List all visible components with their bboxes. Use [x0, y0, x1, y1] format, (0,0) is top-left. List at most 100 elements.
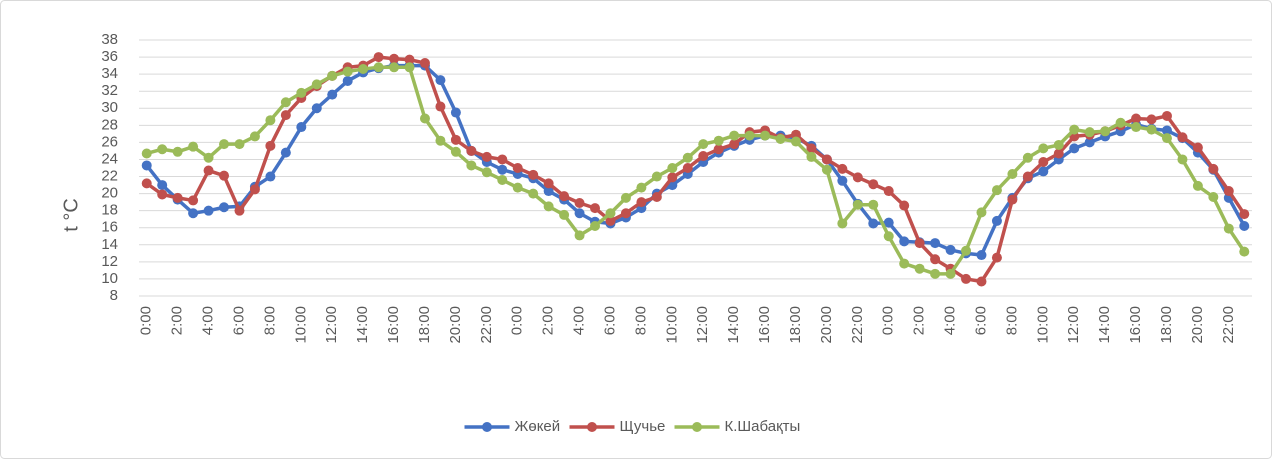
x-tick-label: 10:00	[663, 306, 680, 344]
x-tick-label: 8:00	[632, 306, 649, 335]
x-tick-label: 4:00	[942, 306, 959, 335]
data-point	[837, 163, 848, 174]
x-tick-label: 6:00	[972, 306, 989, 335]
data-point	[698, 151, 709, 162]
data-point	[667, 163, 678, 173]
data-point	[203, 165, 214, 176]
data-point	[930, 254, 941, 265]
data-point	[930, 238, 941, 249]
x-tick-label: 8:00	[1003, 306, 1020, 335]
data-point	[899, 236, 910, 247]
data-point	[1069, 124, 1080, 135]
data-point	[389, 62, 400, 73]
x-tick-label: 4:00	[200, 306, 217, 335]
data-point	[188, 208, 199, 219]
data-point	[172, 192, 183, 203]
data-point	[1239, 246, 1250, 257]
x-tick-label: 10:00	[292, 306, 309, 344]
x-tick-label: 18:00	[416, 306, 433, 344]
data-point	[605, 208, 616, 219]
data-point	[435, 135, 446, 146]
data-point	[512, 182, 523, 193]
data-point	[249, 131, 260, 142]
data-point	[682, 163, 693, 173]
data-point	[358, 64, 369, 75]
data-point	[837, 218, 848, 229]
data-point	[837, 175, 848, 186]
data-point	[1069, 143, 1080, 154]
data-point	[450, 146, 461, 157]
y-tick-label: 14	[101, 236, 118, 253]
data-point	[1038, 166, 1049, 177]
data-point	[976, 207, 987, 218]
data-point	[1161, 133, 1172, 144]
data-point	[713, 135, 724, 146]
data-point	[265, 140, 276, 151]
data-point	[852, 199, 863, 210]
x-tick-label: 20:00	[818, 306, 835, 344]
data-point	[1208, 192, 1219, 203]
data-point	[188, 141, 199, 152]
y-tick-label: 34	[101, 65, 118, 82]
data-point	[466, 145, 477, 156]
data-point	[883, 217, 894, 228]
data-point	[141, 148, 152, 159]
y-tick-label: 20	[101, 185, 118, 202]
data-point	[868, 218, 879, 229]
data-point	[821, 154, 832, 165]
data-point	[373, 52, 384, 63]
data-point	[528, 169, 539, 180]
legend-label: Щучье	[620, 418, 666, 435]
data-point	[806, 143, 817, 154]
data-point	[543, 186, 554, 197]
data-point	[327, 70, 338, 81]
x-tick-label: 8:00	[261, 306, 278, 335]
data-point	[559, 191, 570, 202]
data-point	[790, 136, 801, 147]
data-point	[1007, 168, 1018, 179]
data-point	[945, 244, 956, 255]
y-tick-label: 8	[110, 287, 118, 304]
data-point	[605, 215, 616, 226]
data-point	[1223, 223, 1234, 234]
data-point	[234, 139, 245, 150]
x-tick-label: 22:00	[478, 306, 495, 344]
data-point	[389, 53, 400, 64]
x-tick-label: 12:00	[323, 306, 340, 344]
data-point	[620, 208, 631, 219]
legend-marker	[587, 422, 597, 432]
data-point	[1115, 117, 1126, 128]
x-tick-label: 18:00	[1158, 306, 1175, 344]
y-tick-label: 32	[101, 82, 118, 99]
data-point	[311, 79, 322, 90]
x-tick-label: 4:00	[571, 306, 588, 335]
data-point	[419, 113, 430, 124]
data-point	[543, 178, 554, 189]
data-point	[481, 167, 492, 178]
data-point	[883, 186, 894, 197]
data-point	[559, 209, 570, 220]
data-point	[1223, 186, 1234, 197]
data-point	[991, 185, 1002, 196]
data-point	[1192, 142, 1203, 153]
data-point	[373, 62, 384, 73]
data-point	[265, 171, 276, 182]
x-tick-label: 12:00	[694, 306, 711, 344]
data-point	[1146, 124, 1157, 135]
data-point	[141, 160, 152, 171]
data-point	[1053, 148, 1064, 159]
x-tick-label: 14:00	[725, 306, 742, 344]
data-point	[868, 179, 879, 190]
data-point	[450, 134, 461, 145]
data-point	[590, 221, 601, 232]
x-tick-label: 6:00	[230, 306, 247, 335]
x-tick-label: 10:00	[1034, 306, 1051, 344]
data-point	[528, 188, 539, 199]
x-tick-label: 22:00	[1220, 306, 1237, 344]
data-point	[713, 144, 724, 155]
data-point	[620, 192, 631, 203]
x-tick-label: 22:00	[849, 306, 866, 344]
data-point	[450, 107, 461, 118]
data-point	[203, 205, 214, 216]
data-point	[280, 97, 291, 108]
